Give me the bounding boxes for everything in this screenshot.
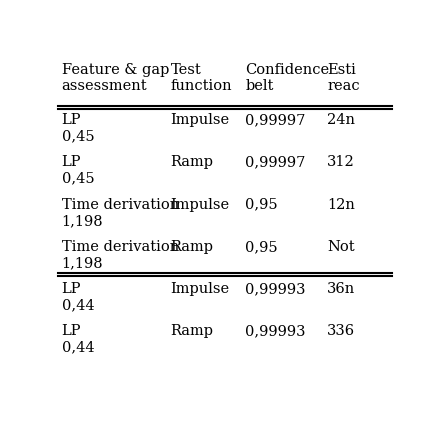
Text: Test
function: Test function [170, 63, 232, 93]
Text: 12n: 12n [326, 197, 354, 211]
Text: Ramp: Ramp [170, 155, 213, 169]
Text: Not: Not [326, 240, 354, 253]
Text: 24n: 24n [326, 113, 354, 127]
Text: 0,99997: 0,99997 [245, 113, 305, 127]
Text: Impulse: Impulse [170, 197, 229, 211]
Text: 0,95: 0,95 [245, 240, 277, 253]
Text: 36n: 36n [326, 282, 354, 296]
Text: LP
0,45: LP 0,45 [61, 155, 94, 185]
Text: 0,99993: 0,99993 [245, 282, 305, 296]
Text: Impulse: Impulse [170, 113, 229, 127]
Text: LP
0,44: LP 0,44 [61, 324, 94, 354]
Text: 312: 312 [326, 155, 354, 169]
Text: Confidence
belt: Confidence belt [245, 63, 329, 93]
Text: 0,95: 0,95 [245, 197, 277, 211]
Text: Esti
reac: Esti reac [326, 63, 359, 93]
Text: Time derivation
1,198: Time derivation 1,198 [61, 240, 179, 269]
Text: Ramp: Ramp [170, 240, 213, 253]
Text: LP
0,44: LP 0,44 [61, 282, 94, 312]
Text: 336: 336 [326, 324, 354, 338]
Text: Ramp: Ramp [170, 324, 213, 338]
Text: 0,99993: 0,99993 [245, 324, 305, 338]
Text: Impulse: Impulse [170, 282, 229, 296]
Text: Time derivation
1,198: Time derivation 1,198 [61, 197, 179, 227]
Text: LP
0,45: LP 0,45 [61, 113, 94, 143]
Text: 0,99997: 0,99997 [245, 155, 305, 169]
Text: Feature & gap
assessment: Feature & gap assessment [61, 63, 169, 93]
